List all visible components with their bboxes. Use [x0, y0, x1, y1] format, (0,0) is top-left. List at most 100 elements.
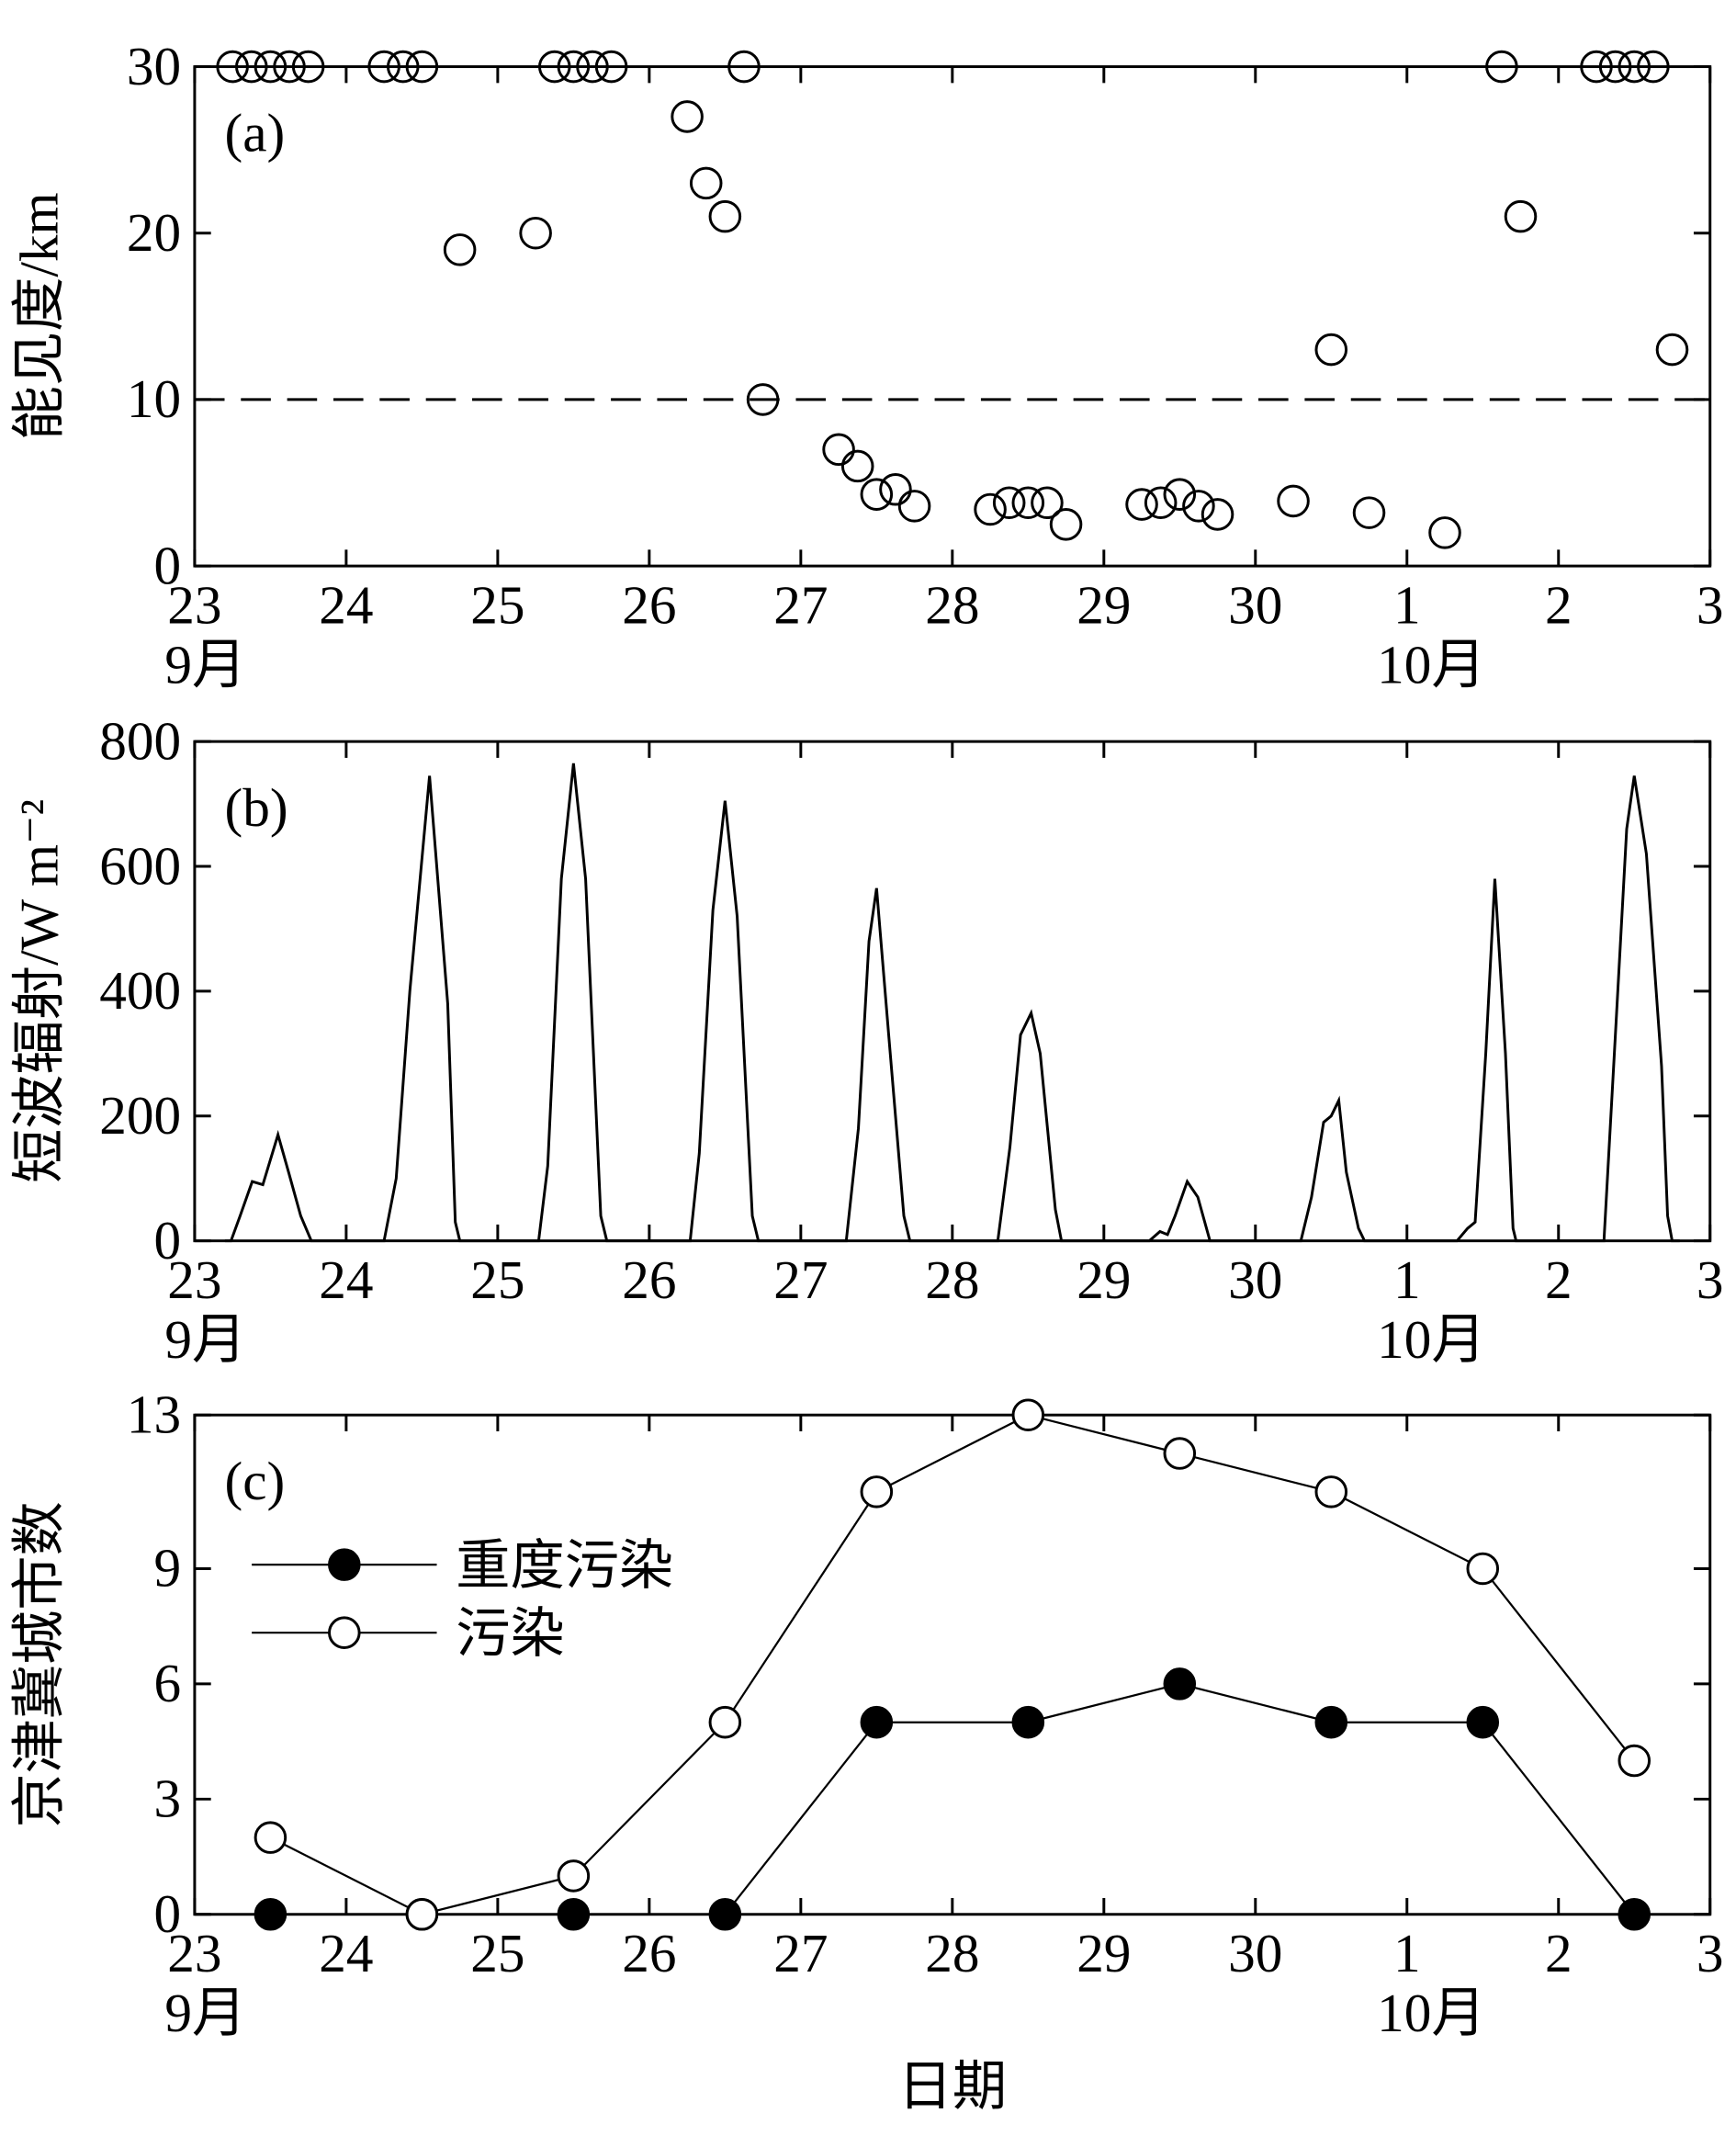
plot-frame	[193, 1413, 1712, 1916]
x-tick-label: 23	[167, 1249, 221, 1310]
line	[269, 1414, 1636, 1915]
x-tick-label: 23	[167, 574, 221, 635]
y-axis-label: 京津冀城市数	[8, 1501, 69, 1827]
marker	[1466, 1552, 1500, 1586]
point	[386, 50, 420, 84]
point	[1504, 199, 1538, 233]
x-tick-label: 2	[1545, 1249, 1573, 1310]
marker	[254, 1821, 287, 1854]
marker	[1163, 1667, 1197, 1701]
x-tick-label: 26	[622, 1923, 676, 1983]
point	[405, 50, 439, 84]
point	[235, 50, 268, 84]
panel-label: (a)	[224, 102, 285, 163]
point	[746, 383, 780, 416]
x-tick-label: 1	[1393, 574, 1421, 635]
y-tick-label: 6	[153, 1653, 181, 1713]
point	[1277, 484, 1310, 518]
marker	[254, 1897, 287, 1931]
point	[860, 478, 894, 511]
x-tick-label: 28	[925, 1249, 979, 1310]
point	[689, 166, 723, 200]
point	[443, 233, 477, 266]
marker	[860, 1705, 894, 1739]
x-tick-label: 28	[925, 574, 979, 635]
marker	[708, 1705, 742, 1739]
x-tick-label: 30	[1228, 574, 1282, 635]
legend-label: 重度污染	[456, 1535, 673, 1596]
y-tick-label: 9	[153, 1538, 181, 1599]
point	[1125, 488, 1158, 521]
line	[270, 1682, 1636, 1915]
x-tick-label: 25	[470, 1923, 524, 1983]
month-label: 9月	[164, 634, 246, 695]
panel-label: (c)	[224, 1451, 285, 1511]
x-tick-label: 30	[1228, 1923, 1282, 1983]
point	[992, 486, 1026, 520]
point	[594, 50, 628, 84]
marker	[1314, 1705, 1348, 1739]
point	[1485, 50, 1518, 84]
point	[974, 492, 1007, 526]
point	[216, 50, 249, 84]
point	[1031, 486, 1064, 520]
y-tick-label: 20	[127, 202, 181, 263]
marker	[860, 1475, 894, 1509]
x-tick-label: 2	[1545, 1923, 1573, 1983]
x-tick-label: 3	[1697, 574, 1724, 635]
x-tick-label: 27	[773, 1923, 828, 1983]
marker	[1314, 1475, 1348, 1509]
point	[537, 50, 571, 84]
point	[1618, 50, 1651, 84]
point	[1049, 508, 1083, 541]
month-label: 9月	[164, 1983, 246, 2043]
y-tick-label: 0	[153, 1883, 181, 1944]
x-tick-label: 24	[319, 574, 373, 635]
point	[897, 490, 931, 523]
point	[708, 199, 742, 233]
y-tick-label: 10	[127, 368, 181, 429]
y-tick-label: 0	[153, 1210, 181, 1271]
point	[1580, 50, 1613, 84]
point	[1352, 496, 1386, 529]
point	[879, 472, 912, 506]
line	[224, 763, 1680, 1243]
x-tick-label: 3	[1697, 1923, 1724, 1983]
plot-frame	[193, 65, 1712, 568]
plot-frame	[193, 740, 1712, 1243]
x-tick-label: 29	[1077, 1249, 1131, 1310]
point	[1201, 498, 1234, 531]
x-tick-label: 25	[470, 1249, 524, 1310]
point	[822, 433, 855, 467]
y-tick-label: 30	[127, 36, 181, 96]
x-tick-label: 30	[1228, 1249, 1282, 1310]
legend-marker	[328, 1548, 361, 1581]
point	[1011, 486, 1045, 520]
marker	[708, 1897, 742, 1931]
marker	[1011, 1705, 1045, 1739]
y-tick-label: 600	[99, 835, 181, 896]
point	[1144, 486, 1178, 520]
x-axis-label: 日期	[898, 2056, 1007, 2117]
point	[840, 449, 874, 483]
month-label: 9月	[164, 1309, 246, 1370]
y-tick-label: 800	[99, 710, 181, 771]
x-tick-label: 23	[167, 1923, 221, 1983]
point	[1314, 333, 1348, 367]
panel-label: (b)	[224, 777, 287, 838]
y-tick-label: 400	[99, 960, 181, 1021]
x-tick-label: 29	[1077, 574, 1131, 635]
marker	[1011, 1398, 1045, 1431]
marker	[405, 1897, 439, 1931]
point	[727, 50, 761, 84]
point	[254, 50, 287, 84]
x-tick-label: 3	[1697, 1249, 1724, 1310]
marker	[557, 1859, 591, 1893]
month-label: 10月	[1377, 1309, 1485, 1370]
y-tick-label: 200	[99, 1085, 181, 1146]
point	[519, 216, 552, 250]
point	[1655, 333, 1689, 367]
point	[1637, 50, 1670, 84]
